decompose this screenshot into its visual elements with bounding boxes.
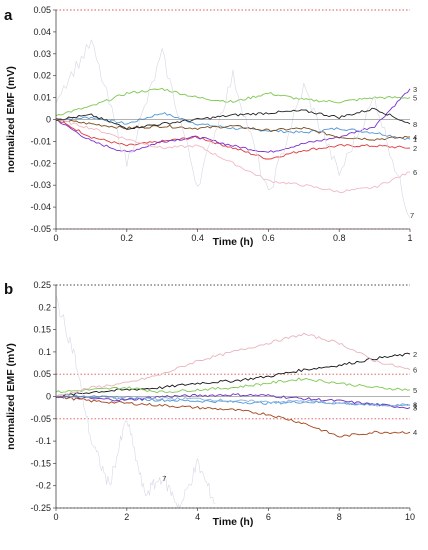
series-line-7 bbox=[55, 39, 411, 219]
panel-label: b bbox=[4, 281, 13, 298]
y-tick-label: 0 bbox=[46, 115, 51, 125]
x-tick-label: 10 bbox=[405, 512, 415, 522]
series-line-1 bbox=[55, 394, 411, 407]
series-line-6 bbox=[55, 332, 411, 398]
series-line-3 bbox=[55, 88, 411, 153]
y-tick-label: -0.04 bbox=[30, 202, 51, 212]
y-axis-title: normalized EMF (mV) bbox=[5, 343, 17, 450]
series-label-5: 5 bbox=[413, 386, 417, 395]
series-line-5 bbox=[55, 377, 411, 394]
series-label-1: 1 bbox=[413, 135, 417, 144]
x-axis-title: Time (h) bbox=[213, 516, 254, 528]
y-tick-label: 0.1 bbox=[38, 347, 51, 357]
series-label-2: 2 bbox=[413, 144, 417, 153]
x-tick-label: 0.2 bbox=[121, 233, 134, 243]
y-tick-label: -0.05 bbox=[30, 414, 51, 424]
series-label-5: 5 bbox=[413, 94, 417, 103]
y-tick-label: 0.03 bbox=[33, 49, 51, 59]
series-label-2: 2 bbox=[413, 350, 417, 359]
series-label-4: 4 bbox=[413, 428, 417, 437]
series-label-3: 3 bbox=[413, 85, 417, 94]
series-label-8: 8 bbox=[413, 120, 417, 129]
series-line-2 bbox=[55, 352, 411, 398]
series-label-7: 7 bbox=[162, 474, 166, 483]
x-tick-label: 0.8 bbox=[333, 233, 346, 243]
y-tick-label: 0.2 bbox=[38, 302, 51, 312]
series-line-8 bbox=[55, 107, 411, 130]
y-tick-label: 0.04 bbox=[33, 27, 51, 37]
x-tick-label: 4 bbox=[195, 512, 200, 522]
series-label-6: 6 bbox=[413, 168, 417, 177]
chart-panel-b: b 1 2 3 4 5 6 7 8 -0.25 -0.2 -0.15 -0.1 -0.05 0 0.05 0.1… bbox=[4, 280, 417, 528]
x-tick-label: 0.4 bbox=[191, 233, 204, 243]
series-label-3: 3 bbox=[413, 404, 417, 413]
x-axis-title: Time (h) bbox=[213, 236, 254, 248]
x-tick-label: 0 bbox=[53, 233, 58, 243]
y-tick-label: 0.02 bbox=[33, 71, 51, 81]
series-label-4: 4 bbox=[413, 133, 417, 142]
series-line-3 bbox=[55, 393, 411, 410]
y-tick-label: 0.05 bbox=[33, 369, 51, 379]
x-tick-label: 0 bbox=[53, 512, 58, 522]
y-tick-label: 0.05 bbox=[33, 5, 51, 15]
series-line-5 bbox=[55, 87, 411, 117]
y-tick-label: -0.02 bbox=[30, 158, 51, 168]
y-tick-label: -0.01 bbox=[30, 136, 51, 146]
y-tick-label: -0.03 bbox=[30, 180, 51, 190]
series-line-7 bbox=[55, 295, 216, 509]
series-label-6: 6 bbox=[413, 366, 417, 375]
y-tick-label: 0.15 bbox=[33, 325, 51, 335]
panel-label: a bbox=[4, 7, 13, 24]
series-label-1: 1 bbox=[413, 401, 417, 410]
series-label-7: 7 bbox=[410, 211, 414, 220]
series-label-8: 8 bbox=[413, 401, 417, 410]
y-tick-label: 0 bbox=[46, 392, 51, 402]
x-tick-label: 6 bbox=[266, 512, 271, 522]
x-tick-label: 0.6 bbox=[262, 233, 275, 243]
x-tick-label: 2 bbox=[124, 512, 129, 522]
y-tick-label: -0.05 bbox=[30, 224, 51, 234]
chart-panel-a: a12345678-0.05-0.04-0.03-0.02-0.0100.010… bbox=[4, 5, 417, 248]
y-tick-label: -0.2 bbox=[35, 481, 51, 491]
y-tick-label: -0.25 bbox=[30, 503, 51, 513]
y-axis-title: normalized EMF (mV) bbox=[5, 66, 17, 173]
x-tick-label: 8 bbox=[337, 512, 342, 522]
y-tick-label: 0.01 bbox=[33, 93, 51, 103]
y-tick-label: 0.25 bbox=[33, 280, 51, 290]
series-line-4 bbox=[55, 395, 411, 438]
y-tick-label: -0.1 bbox=[35, 436, 51, 446]
series-line-6 bbox=[55, 119, 410, 194]
x-tick-label: 1 bbox=[407, 233, 412, 243]
y-tick-label: -0.15 bbox=[30, 458, 51, 468]
series-line-2 bbox=[55, 119, 411, 160]
series-line-8 bbox=[55, 394, 411, 407]
series-line-4 bbox=[55, 117, 411, 141]
